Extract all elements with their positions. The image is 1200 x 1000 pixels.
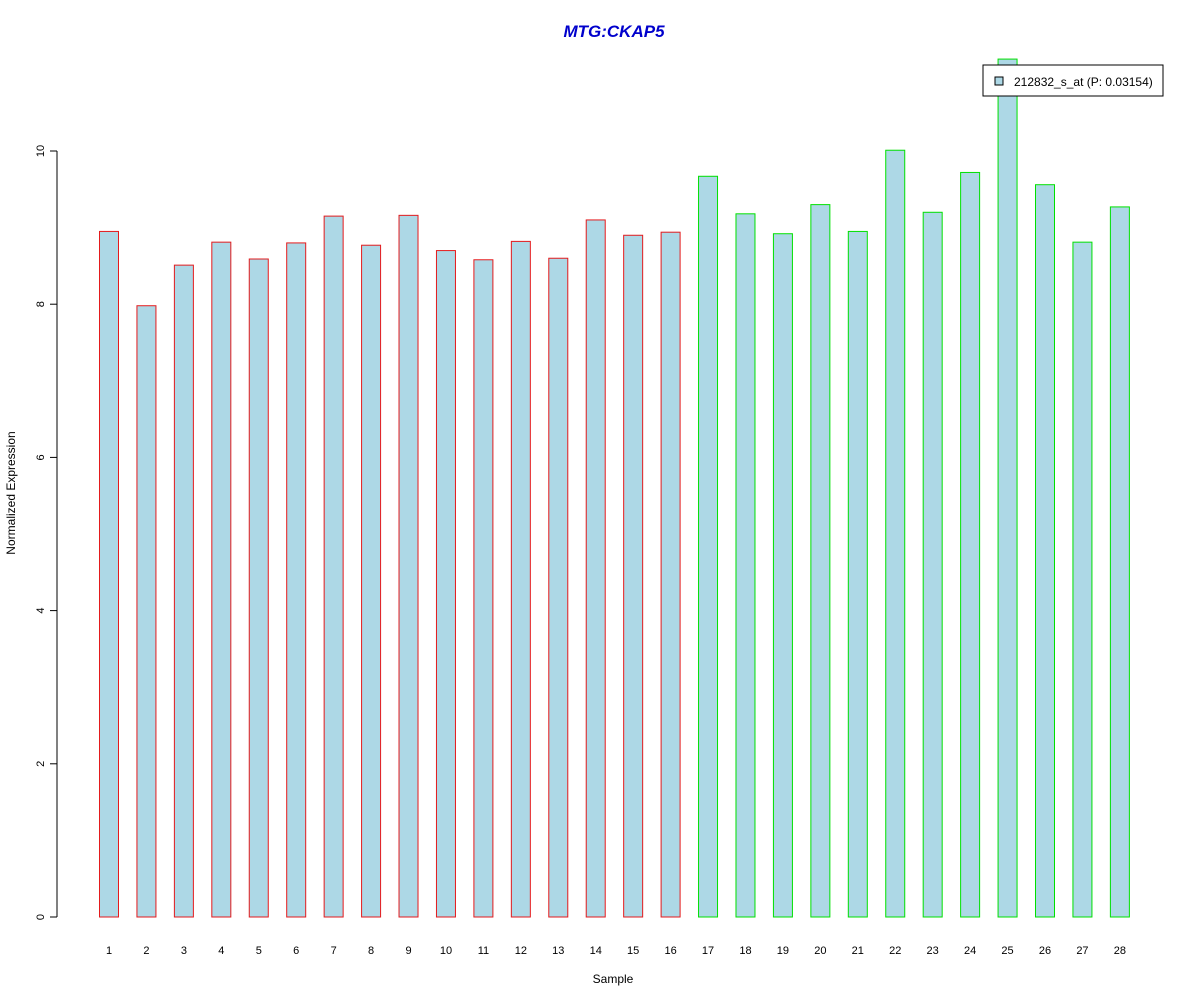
x-tick-label: 18 [739, 945, 751, 957]
bar [585, 219, 606, 918]
x-tick-label: 1 [106, 945, 112, 957]
bar [136, 305, 157, 918]
bar [398, 214, 419, 918]
bar [698, 175, 719, 918]
x-tick-label: 5 [256, 945, 262, 957]
y-tick-label: 8 [35, 301, 47, 307]
bar [772, 233, 793, 918]
bars [99, 58, 1130, 918]
y-axis-label: Normalized Expression [4, 431, 18, 554]
y-tick-label: 4 [35, 608, 47, 614]
bar [286, 242, 307, 918]
x-tick-label: 22 [889, 945, 901, 957]
x-tick-label: 14 [590, 945, 602, 957]
bar [1072, 241, 1093, 918]
x-tick-label: 9 [405, 945, 411, 957]
x-tick-label: 15 [627, 945, 639, 957]
x-tick-label: 7 [331, 945, 337, 957]
x-tick-label: 13 [552, 945, 564, 957]
bar [660, 231, 681, 918]
x-tick-label: 25 [1001, 945, 1013, 957]
x-tick-label: 8 [368, 945, 374, 957]
bar [735, 213, 756, 918]
x-tick-label: 28 [1114, 945, 1126, 957]
legend-swatch [994, 76, 1004, 86]
bar [99, 230, 119, 918]
y-tick-label: 0 [35, 914, 47, 920]
x-tick-label: 20 [814, 945, 826, 957]
bar [1109, 206, 1130, 918]
bar [623, 234, 644, 918]
bar [997, 58, 1018, 918]
chart-title: MTG:CKAP5 [563, 22, 665, 41]
bar [847, 230, 868, 918]
x-tick-label: 4 [218, 945, 224, 957]
bar [211, 241, 232, 918]
y-tick-label: 2 [35, 761, 47, 767]
y-tick-label: 10 [35, 145, 47, 157]
legend-box [982, 64, 1164, 97]
bar [1035, 184, 1055, 918]
y-tick-label: 6 [35, 454, 47, 460]
x-tick-label: 11 [478, 945, 489, 957]
x-tick-label: 17 [702, 945, 714, 957]
x-tick-label: 10 [440, 945, 452, 957]
x-tick-label: 23 [927, 945, 939, 957]
bar [248, 258, 269, 918]
bar [173, 264, 194, 918]
legend: 212832_s_at (P: 0.03154) [982, 64, 1164, 97]
x-tick-label: 24 [964, 945, 976, 957]
bar [922, 211, 943, 918]
x-tick-label: 16 [664, 945, 676, 957]
bar [510, 240, 531, 918]
x-tick-label: 19 [777, 945, 789, 957]
bar [473, 259, 494, 918]
x-tick-label: 21 [852, 945, 864, 957]
x-tick-label: 2 [143, 945, 149, 957]
x-tick-labels: 1 2 3 4 5 6 7 8 9 10 11 12 13 14 15 16 17 18 19 20 21 22 23 24 2… [106, 945, 1126, 957]
x-tick-label: 27 [1076, 945, 1088, 957]
x-tick-label: 6 [293, 945, 299, 957]
bar [361, 244, 382, 918]
x-tick-label: 12 [515, 945, 527, 957]
x-axis-label: Sample [593, 972, 634, 986]
bar [885, 149, 906, 918]
bar [323, 215, 344, 918]
x-tick-label: 26 [1039, 945, 1051, 957]
bar [810, 204, 831, 918]
bar [960, 171, 981, 918]
x-tick-label: 3 [181, 945, 187, 957]
bar [548, 257, 569, 918]
legend-label: 212832_s_at (P: 0.03154) [1014, 75, 1153, 89]
y-axis: 0 2 4 6 8 10 [35, 145, 58, 920]
bar [435, 250, 456, 918]
